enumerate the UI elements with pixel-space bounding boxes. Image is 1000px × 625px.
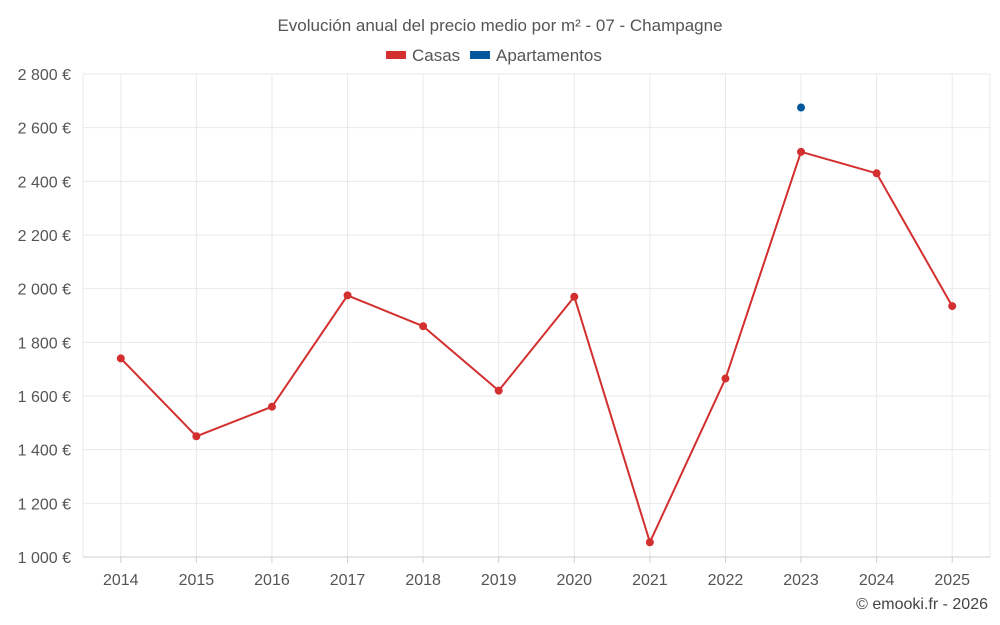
legend-swatch-casas <box>386 51 406 59</box>
x-tick-label: 2022 <box>708 572 744 589</box>
x-tick-label: 2025 <box>934 572 970 589</box>
x-tick-label: 2014 <box>103 572 139 589</box>
data-point-casas-2014[interactable] <box>116 354 125 363</box>
y-tick-label: 1 800 € <box>18 335 71 352</box>
data-point-casas-2016[interactable] <box>267 402 276 411</box>
x-tick-label: 2023 <box>783 572 819 589</box>
data-point-casas-2025[interactable] <box>948 302 957 311</box>
y-tick-label: 1 200 € <box>18 496 71 513</box>
legend-label-casas: Casas <box>412 46 460 65</box>
y-tick-label: 2 600 € <box>18 121 71 138</box>
y-tick-label: 2 000 € <box>18 282 71 299</box>
series-line-casas <box>120 150 954 544</box>
series <box>116 103 957 547</box>
y-tick-label: 2 200 € <box>18 228 71 245</box>
x-axis-ticks: 2014 2015 2016 2017 2018 2019 2020 2021 2022 2023… <box>83 556 990 589</box>
credit-text: © emooki.fr - 2026 <box>856 596 988 613</box>
x-tick-label: 2021 <box>632 572 668 589</box>
data-point-apartamentos-2023[interactable] <box>797 103 806 112</box>
x-tick-label: 2016 <box>254 572 290 589</box>
grid <box>82 73 991 557</box>
data-point-casas-2017[interactable] <box>343 291 352 300</box>
data-point-casas-2021[interactable] <box>645 538 654 547</box>
chart-title: Evolución anual del precio medio por m² … <box>277 16 722 35</box>
x-tick-label: 2017 <box>330 572 366 589</box>
data-point-casas-2024[interactable] <box>872 169 881 178</box>
legend: Casas Apartamentos <box>386 46 602 65</box>
data-point-casas-2022[interactable] <box>721 374 730 383</box>
x-tick-label: 2019 <box>481 572 517 589</box>
y-tick-label: 1 000 € <box>18 550 71 567</box>
legend-label-apartamentos: Apartamentos <box>496 46 602 65</box>
x-tick-label: 2018 <box>405 572 441 589</box>
y-tick-label: 2 400 € <box>18 174 71 191</box>
legend-item-apartamentos[interactable]: Apartamentos <box>470 46 602 65</box>
y-tick-label: 1 600 € <box>18 389 71 406</box>
y-tick-label: 2 800 € <box>18 67 71 84</box>
x-tick-label: 2024 <box>859 572 895 589</box>
legend-swatch-apartamentos <box>470 51 490 59</box>
y-axis-ticks: 1 000 € 1 200 € 1 400 € 1 600 € 1 800 € 2 000… <box>18 67 71 567</box>
legend-item-casas[interactable]: Casas <box>386 46 460 65</box>
data-point-casas-2018[interactable] <box>419 322 428 331</box>
data-point-casas-2023[interactable] <box>797 147 806 156</box>
data-point-casas-2019[interactable] <box>494 386 503 395</box>
data-point-casas-2020[interactable] <box>570 292 579 301</box>
data-point-casas-2015[interactable] <box>192 432 201 441</box>
y-tick-label: 1 400 € <box>18 443 71 460</box>
x-tick-label: 2015 <box>179 572 215 589</box>
x-tick-label: 2020 <box>556 572 592 589</box>
